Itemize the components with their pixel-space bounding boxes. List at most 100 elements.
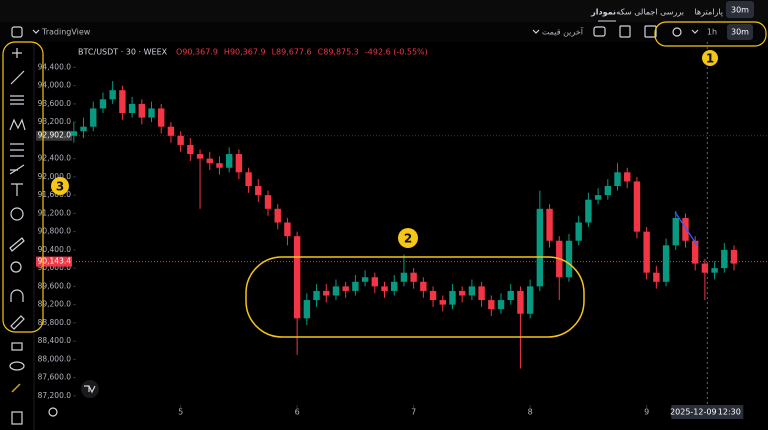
cursor-tool[interactable] <box>12 48 22 58</box>
x-tick-label: 8 <box>528 408 533 417</box>
y-tick-label: 88,800.0 <box>38 318 72 327</box>
candle-body <box>361 277 369 282</box>
y-tick-label: 89,200.0 <box>38 300 72 309</box>
candle-body <box>682 217 689 241</box>
candle-body <box>284 222 291 237</box>
candle-body <box>99 99 107 109</box>
candle-body <box>497 300 505 310</box>
candle-body <box>303 300 311 319</box>
crosshair-time: 12:30 <box>718 408 741 417</box>
chevron <box>32 29 40 34</box>
projection-tool[interactable] <box>10 143 24 157</box>
candle-body <box>507 290 514 301</box>
x-tick-label: 9 <box>644 408 649 417</box>
brand[interactable]: TradingView <box>41 28 91 37</box>
tooltip: 30m <box>731 6 749 15</box>
annotation-label: 2 <box>404 232 412 246</box>
x-tick-label: 5 <box>178 408 183 417</box>
tab-params[interactable]: پارامترها <box>694 8 723 17</box>
axis-settings[interactable] <box>48 407 58 417</box>
emoji-tool[interactable] <box>10 207 24 221</box>
lock-draw-tool[interactable] <box>10 315 25 330</box>
ohlc-value: C89,875.3 <box>318 48 359 57</box>
y-tick-label: 94,000.0 <box>38 81 72 90</box>
trash-tool[interactable] <box>11 411 23 425</box>
ohlc-value: -492.6 (-0.55%) <box>365 48 428 57</box>
candle-body <box>216 163 223 168</box>
tab-chart[interactable]: نمودار <box>590 8 616 17</box>
annotation-box <box>654 21 767 47</box>
crosshair-label-bg <box>671 405 744 419</box>
y-tick-label: 88,400.0 <box>38 336 72 345</box>
y-tick-label: 92,400.0 <box>38 154 72 163</box>
y-tick-label: 90,800.0 <box>38 227 72 236</box>
candle-body <box>691 240 699 264</box>
candle-body <box>70 131 78 136</box>
candle-body <box>585 199 592 223</box>
candle-body <box>721 249 728 269</box>
candle-body <box>526 286 534 314</box>
zoom-tool[interactable] <box>10 261 22 273</box>
candle-body <box>429 290 437 301</box>
chevron <box>532 29 540 34</box>
candle-body <box>575 222 582 241</box>
candle-body <box>245 172 252 186</box>
candle-body <box>662 245 670 282</box>
candle-body <box>196 154 204 159</box>
annotation-box <box>2 41 44 333</box>
tab-overview[interactable]: بررسی اجمالی سکه <box>616 8 684 17</box>
candle-body <box>235 154 243 173</box>
fib-tool[interactable] <box>10 95 24 105</box>
layout-icon[interactable] <box>644 25 657 38</box>
annotation-badge <box>702 50 718 66</box>
candle-body <box>449 290 456 305</box>
candle-body <box>653 272 660 282</box>
candle-body <box>672 217 679 246</box>
link-tool[interactable] <box>11 383 21 393</box>
lock-tool[interactable] <box>11 342 23 351</box>
candle-body <box>624 172 631 182</box>
trendline-tool[interactable] <box>10 70 25 85</box>
candle-body <box>400 272 408 282</box>
candle-body <box>439 300 446 305</box>
toolbar-row <box>0 22 768 42</box>
candle-body <box>323 290 330 296</box>
symbol: BTC/USDT · 30 · WEEX <box>78 48 168 57</box>
y-tick-label: 91,600.0 <box>38 190 72 199</box>
price-type[interactable]: آخرین قیمت <box>542 27 584 37</box>
price-label-bg <box>36 130 72 141</box>
y-tick-label: 94,400.0 <box>38 62 72 71</box>
interval-30m[interactable]: 30m <box>731 28 749 37</box>
text-tool[interactable] <box>11 183 23 196</box>
annotation-label: 3 <box>56 180 64 194</box>
pattern-tool[interactable] <box>9 118 26 131</box>
fullscreen-icon[interactable] <box>11 26 23 38</box>
y-tick-label: 93,600.0 <box>38 99 72 108</box>
crosshair-date: 2025-12-09 <box>670 408 717 417</box>
ruler-tool[interactable] <box>9 237 25 252</box>
candle-body <box>468 286 476 296</box>
y-tick-label: 93,200.0 <box>38 117 72 126</box>
brush-tool[interactable] <box>9 164 25 175</box>
interval-1h[interactable]: 1h <box>707 28 717 37</box>
candle-body <box>391 281 398 291</box>
settings-icon[interactable] <box>672 27 682 37</box>
candle-body <box>128 103 136 113</box>
chart-area: 87,200.0 87,600.0 88,000.0 88,400.0 88,800.0… <box>36 42 768 419</box>
visibility-tool[interactable] <box>9 361 25 371</box>
candle-body <box>546 208 553 241</box>
candle-body <box>90 108 97 127</box>
candle-body <box>119 90 126 113</box>
candle-body <box>594 195 602 200</box>
y-tick-label: 90,000.0 <box>38 263 72 272</box>
magnet-tool[interactable] <box>10 289 24 302</box>
camera-icon[interactable] <box>593 26 606 37</box>
annotation-badge <box>51 177 69 195</box>
note-icon[interactable] <box>619 25 631 38</box>
ohlc-value: O90,367.9 <box>176 48 218 57</box>
candle-body <box>488 300 495 310</box>
top-bar <box>0 0 768 22</box>
y-tick-label: 87,600.0 <box>38 373 72 382</box>
drawn-trendline <box>674 211 698 246</box>
candle-body <box>158 108 165 127</box>
